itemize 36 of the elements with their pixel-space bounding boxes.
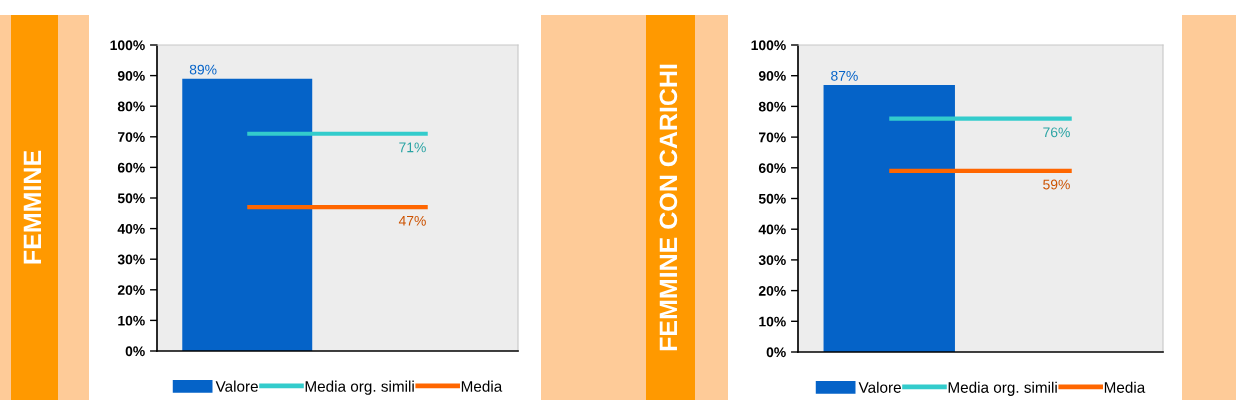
y-tick-label: 0% bbox=[125, 346, 145, 357]
y-tick-label: 30% bbox=[758, 255, 786, 266]
data-label: 47% bbox=[398, 215, 426, 226]
data-label: 87% bbox=[831, 70, 858, 81]
legend-label: Media bbox=[461, 380, 503, 392]
data-label: 89% bbox=[189, 64, 217, 75]
legend-label: Media bbox=[1104, 381, 1146, 393]
y-tick-label: 20% bbox=[117, 285, 145, 295]
y-tick-label: 90% bbox=[758, 71, 786, 81]
legend-label: Valore bbox=[858, 381, 901, 393]
legend-label: Media org. simili bbox=[948, 381, 1057, 396]
text: FEMMINE CON CARICHI bbox=[659, 64, 678, 351]
y-tick-label: 80% bbox=[117, 101, 145, 112]
y-tick-label: 50% bbox=[758, 193, 786, 204]
y-tick-label: 100% bbox=[110, 40, 145, 51]
y-tick-label: 60% bbox=[758, 163, 786, 173]
y-tick-label: 70% bbox=[758, 132, 786, 143]
legend-label: Valore bbox=[215, 380, 258, 392]
y-tick-label: 90% bbox=[117, 70, 145, 81]
y-tick-label: 10% bbox=[118, 315, 145, 326]
y-tick-label: 50% bbox=[117, 193, 145, 204]
y-tick-label: 100% bbox=[751, 40, 786, 51]
data-label: 59% bbox=[1043, 179, 1070, 190]
y-tick-label: 0% bbox=[766, 347, 786, 358]
y-tick-label: 70% bbox=[117, 132, 145, 142]
data-label: 76% bbox=[1043, 127, 1070, 138]
y-tick-label: 10% bbox=[759, 316, 786, 327]
text: FEMMINE bbox=[23, 150, 41, 264]
y-tick-label: 40% bbox=[117, 223, 145, 234]
y-tick-label: 60% bbox=[117, 162, 145, 173]
y-tick-label: 40% bbox=[758, 224, 786, 235]
y-tick-label: 30% bbox=[117, 254, 145, 265]
y-tick-label: 80% bbox=[758, 101, 786, 112]
legend-label: Media org. simili bbox=[305, 380, 414, 395]
y-tick-label: 20% bbox=[758, 285, 786, 296]
data-label: 71% bbox=[399, 142, 426, 153]
